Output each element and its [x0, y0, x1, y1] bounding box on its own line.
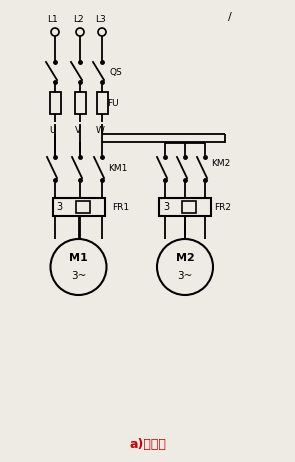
- Bar: [159, 198, 211, 216]
- Text: L1: L1: [47, 15, 58, 24]
- Bar: [76, 201, 89, 213]
- Circle shape: [157, 239, 213, 295]
- Text: FU: FU: [107, 98, 119, 108]
- Bar: [182, 201, 196, 213]
- Text: FR1: FR1: [112, 202, 130, 212]
- Text: 3: 3: [56, 202, 63, 212]
- Text: FR2: FR2: [214, 202, 231, 212]
- Text: 3~: 3~: [177, 271, 193, 281]
- Bar: [75, 92, 86, 114]
- Text: L3: L3: [95, 15, 105, 24]
- Circle shape: [50, 239, 106, 295]
- Text: W: W: [96, 126, 104, 135]
- Bar: [53, 198, 104, 216]
- Text: 3: 3: [163, 202, 169, 212]
- Text: L2: L2: [73, 15, 83, 24]
- Bar: [96, 92, 107, 114]
- Text: /: /: [228, 12, 232, 22]
- Bar: [50, 92, 60, 114]
- Text: M1: M1: [69, 253, 88, 263]
- Text: a)主电路: a)主电路: [130, 438, 166, 450]
- Text: KM1: KM1: [108, 164, 127, 173]
- Text: M2: M2: [176, 253, 194, 263]
- Text: V: V: [75, 126, 81, 135]
- Text: KM2: KM2: [211, 159, 230, 168]
- Text: QS: QS: [110, 67, 123, 77]
- Text: 3~: 3~: [71, 271, 86, 281]
- Text: U: U: [50, 126, 56, 135]
